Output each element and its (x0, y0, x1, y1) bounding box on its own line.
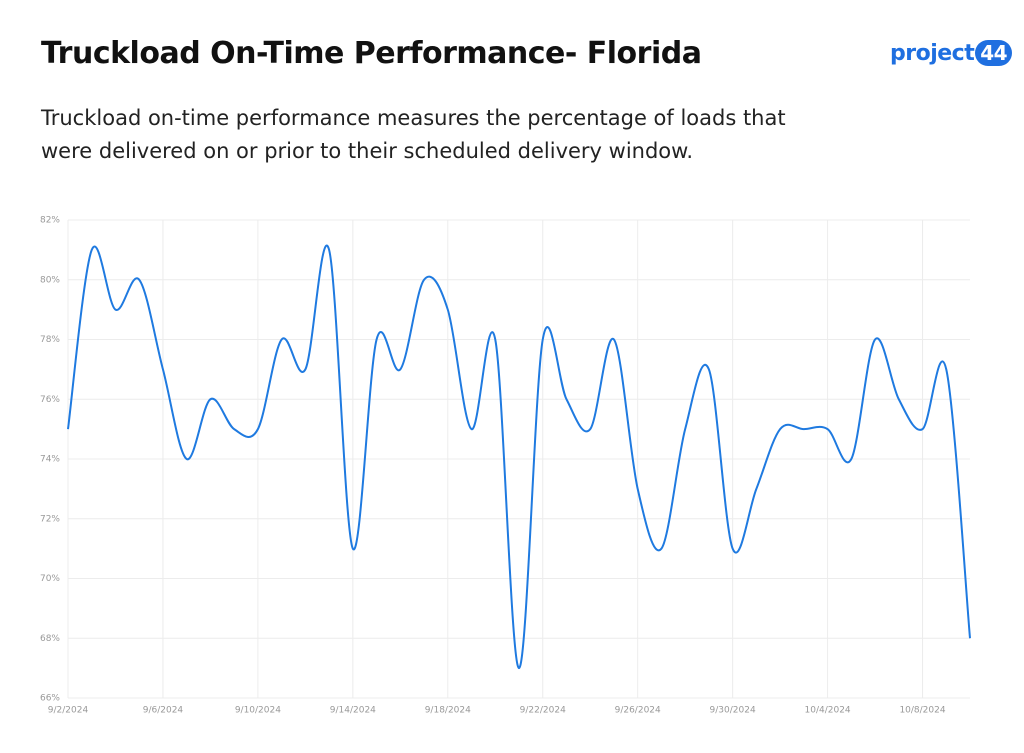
logo-text: project (890, 40, 975, 66)
y-tick-label: 78% (40, 335, 60, 345)
x-tick-label: 9/6/2024 (143, 706, 184, 716)
x-tick-label: 10/8/2024 (899, 706, 945, 716)
y-tick-label: 70% (40, 574, 60, 584)
x-tick-label: 9/10/2024 (235, 706, 281, 716)
x-tick-label: 9/2/2024 (48, 706, 89, 716)
logo-badge: 44 (975, 40, 1013, 66)
y-tick-label: 68% (40, 634, 60, 644)
y-tick-label: 76% (40, 395, 60, 405)
x-tick-label: 9/18/2024 (425, 706, 471, 716)
x-tick-label: 9/30/2024 (710, 706, 756, 716)
y-tick-label: 66% (40, 694, 60, 704)
x-tick-label: 9/26/2024 (615, 706, 661, 716)
x-tick-label: 9/22/2024 (520, 706, 566, 716)
chart-subtitle: Truckload on-time performance measures t… (41, 106, 786, 163)
line (67, 244, 971, 670)
y-tick-label: 80% (40, 275, 60, 285)
chart-title: Truckload On-Time Performance- Florida (41, 36, 702, 71)
y-tick-label: 72% (40, 514, 60, 524)
logo: project 44 (890, 40, 1013, 66)
y-tick-label: 74% (40, 455, 60, 465)
y-tick-label: 82% (40, 216, 60, 226)
x-tick-label: 10/4/2024 (805, 706, 851, 716)
x-tick-label: 9/14/2024 (330, 706, 376, 716)
